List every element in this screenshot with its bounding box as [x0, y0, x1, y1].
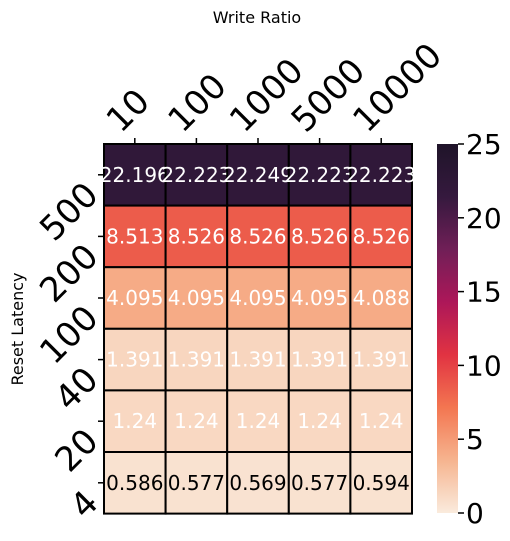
y-tick-label: 20 — [47, 421, 106, 480]
cell-value-label: 1.24 — [113, 409, 158, 433]
heatmap-cell — [164, 389, 229, 453]
colorbar-tick-label: 15 — [466, 276, 502, 309]
cell-value-label: 1.391 — [168, 348, 225, 372]
x-axis-label: Write Ratio — [213, 8, 301, 27]
heatmap-cell — [103, 143, 167, 207]
cell-value-label: 1.24 — [359, 409, 404, 433]
cell-value-label: 4.095 — [229, 286, 286, 310]
y-tick-label: 4 — [63, 483, 107, 527]
x-tick-label: 10 — [99, 81, 158, 140]
colorbar-tick-label: 5 — [466, 423, 484, 456]
cell-value-label: 0.577 — [291, 471, 348, 495]
cell-value-label: 22.223 — [161, 163, 231, 187]
colorbar-tick-label: 20 — [466, 202, 502, 235]
cell-value-label: 1.391 — [106, 348, 163, 372]
cell-value-label: 22.249 — [223, 163, 293, 187]
cell-value-label: 22.223 — [346, 163, 416, 187]
cell-value-label: 1.391 — [229, 348, 286, 372]
colorbar-tick-label: 10 — [466, 349, 502, 382]
heatmap-cell — [103, 266, 167, 330]
heatmap-cell — [103, 389, 167, 453]
cell-value-label: 4.088 — [353, 286, 410, 310]
x-tick-label: 100 — [160, 66, 234, 140]
cell-value-label: 1.24 — [174, 409, 219, 433]
y-tick-label: 500 — [32, 175, 106, 249]
cell-value-label: 0.594 — [353, 471, 410, 495]
heatmap-cell — [349, 451, 413, 515]
cell-value-label: 22.223 — [285, 163, 355, 187]
heatmap-cell — [226, 143, 290, 207]
colorbar-tick-label: 25 — [466, 128, 502, 161]
cell-value-label: 4.095 — [106, 286, 163, 310]
cell-value-label: 0.586 — [106, 471, 163, 495]
y-axis-label: Reset Latency — [8, 272, 27, 385]
heatmap-cell — [349, 204, 413, 269]
cell-value-label: 8.526 — [229, 224, 286, 248]
cell-value-label: 0.569 — [229, 471, 286, 495]
heatmap-cell — [164, 327, 229, 392]
y-tick-label: 200 — [32, 236, 106, 310]
colorbar: 0 5 10 15 20 25 — [437, 128, 502, 530]
y-tick-label: 100 — [32, 298, 106, 372]
cell-value-label: 8.526 — [353, 224, 410, 248]
heatmap-cell — [164, 266, 229, 330]
heatmap-cell — [164, 204, 229, 269]
cell-value-label: 8.526 — [291, 224, 348, 248]
heatmap-cell — [349, 389, 413, 453]
cell-value-label: 0.577 — [168, 471, 225, 495]
heatmap-cell — [103, 451, 167, 515]
cell-value-label: 1.24 — [297, 409, 342, 433]
cell-value-label: 8.513 — [106, 224, 163, 248]
cell-value-label: 1.391 — [291, 348, 348, 372]
heatmap-cell — [226, 327, 290, 392]
cell-value-label: 8.526 — [168, 224, 225, 248]
cell-value-label: 1.391 — [353, 348, 410, 372]
heatmap-cell — [349, 266, 413, 330]
cell-value-label: 4.095 — [168, 286, 225, 310]
heatmap-cell — [287, 143, 352, 207]
cell-value-label: 4.095 — [291, 286, 348, 310]
heatmap-cell — [103, 204, 167, 269]
cell-value-label: 22.196 — [100, 163, 170, 187]
colorbar-gradient — [437, 144, 458, 513]
heatmap-cell — [164, 143, 229, 207]
colorbar-tick-label: 0 — [466, 497, 484, 530]
cell-value-label: 1.24 — [236, 409, 281, 433]
